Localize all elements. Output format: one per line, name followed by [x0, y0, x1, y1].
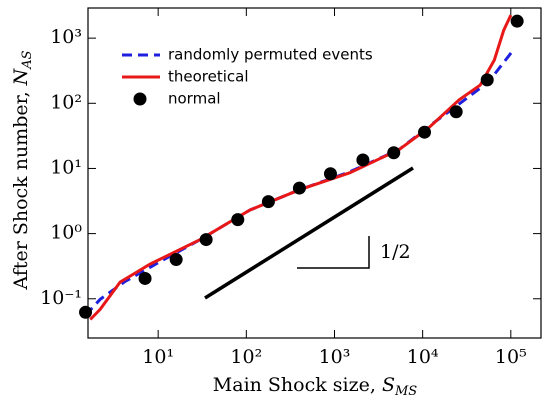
plot-frame: [87, 7, 542, 339]
data-point: [261, 195, 275, 209]
legend-marker: [133, 92, 147, 106]
data-point: [292, 181, 306, 195]
x-tick-label: 10⁵: [495, 346, 527, 368]
data-point: [510, 14, 524, 28]
x-tick-label: 10²: [230, 346, 262, 368]
data-point: [79, 305, 93, 319]
data-point: [418, 125, 432, 139]
slope-label: 1/2: [380, 241, 411, 263]
y-tick-label: 10⁰: [50, 222, 82, 244]
data-point: [356, 153, 370, 167]
legend-label: theoretical: [168, 68, 249, 86]
data-point: [199, 233, 213, 247]
data-line: [89, 14, 513, 321]
slope-line: [204, 166, 414, 300]
x-tick-label: 10¹: [142, 346, 174, 368]
y-tick-label: 10³: [50, 26, 82, 48]
data-point: [138, 271, 152, 285]
x-tick-label: 10³: [319, 346, 351, 368]
legend-label: normal: [168, 90, 221, 108]
y-tick-label: 10⁻¹: [40, 287, 82, 309]
data-point: [480, 73, 494, 87]
data-point: [323, 167, 337, 181]
y-tick-label: 10¹: [50, 156, 82, 178]
slope-triangle: [297, 236, 370, 269]
data-point: [387, 146, 401, 160]
data-point: [169, 253, 183, 267]
data-point: [449, 105, 463, 119]
x-axis-label: Main Shock size, SMS: [213, 374, 418, 399]
legend-label: randomly permuted events: [168, 46, 373, 64]
x-tick-label: 10⁴: [407, 346, 439, 368]
data-point: [231, 213, 245, 227]
y-tick-label: 10²: [50, 91, 82, 113]
y-axis-label: After Shock number, NAS: [10, 50, 35, 290]
